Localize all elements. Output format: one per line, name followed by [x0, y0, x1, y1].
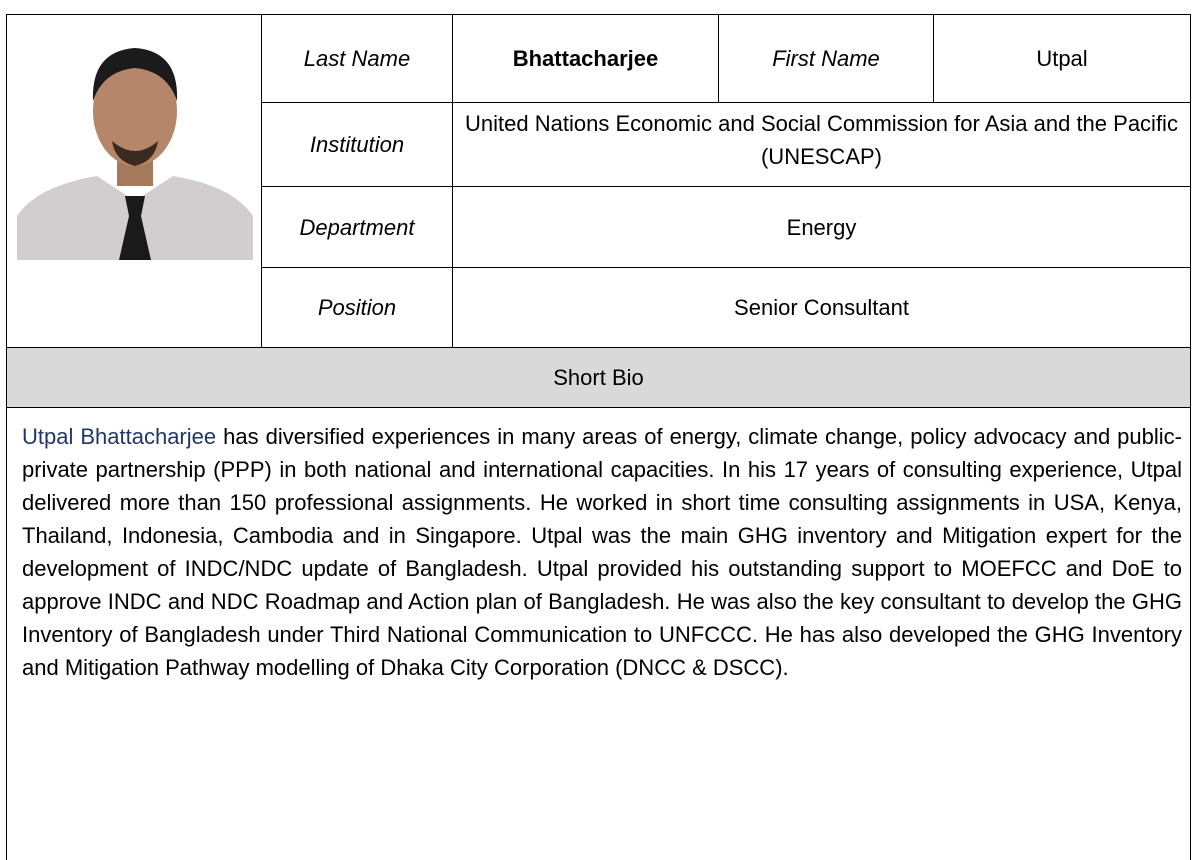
bio-name: Utpal Bhattacharjee	[22, 424, 216, 449]
label: Department	[262, 187, 453, 268]
label: First Name	[719, 15, 934, 103]
page: Last Name Bhattacharjee First Name Utpal…	[0, 0, 1196, 854]
value: United Nations Economic and Social Commi…	[453, 103, 1191, 187]
photo-cell	[7, 15, 262, 348]
label: Last Name	[262, 15, 453, 103]
label: Position	[262, 268, 453, 348]
value: Energy	[453, 187, 1191, 268]
value: Utpal	[934, 15, 1191, 103]
bio: Utpal Bhattacharjee has diversified expe…	[7, 408, 1191, 860]
section-header: Short Bio	[7, 348, 1191, 408]
label: Institution	[262, 103, 453, 187]
value: Senior Consultant	[453, 268, 1191, 348]
value: Bhattacharjee	[453, 15, 719, 103]
photo	[17, 26, 253, 260]
bio-text: has diversified experiences in many area…	[22, 424, 1182, 680]
profile-table: Last Name Bhattacharjee First Name Utpal…	[6, 14, 1191, 860]
